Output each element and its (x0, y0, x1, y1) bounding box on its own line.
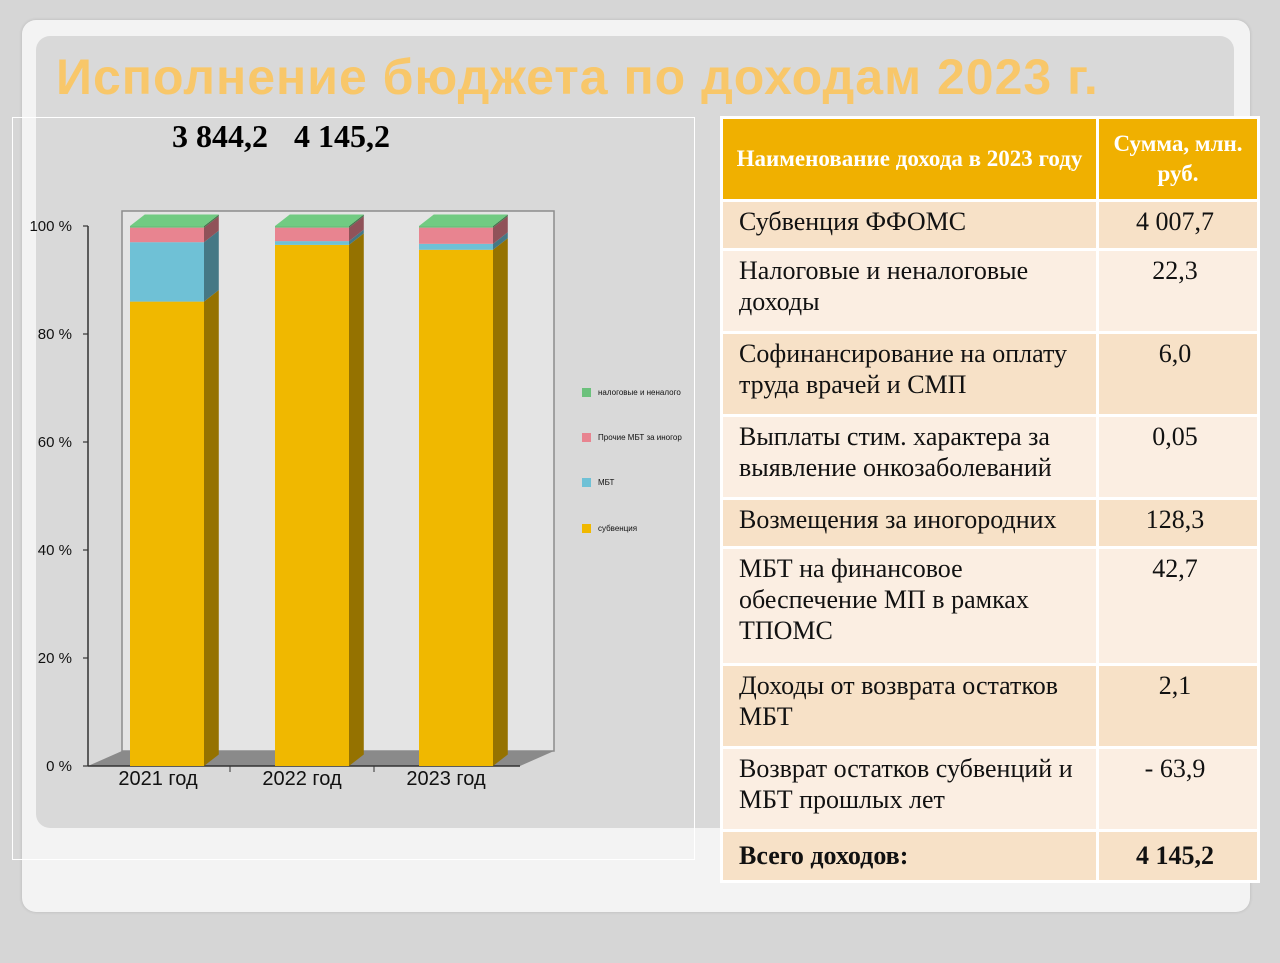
bar-segment-side (204, 214, 219, 228)
bar-segment (419, 249, 493, 766)
chart-frame (12, 117, 695, 860)
bar-segment-side (349, 216, 364, 242)
header-name: Наименование дохода в 2023 году (723, 119, 1096, 199)
slide-title: Исполнение бюджета по доходам 2023 г. (56, 49, 1099, 105)
row-name: Налоговые и неналоговые доходы (723, 251, 1096, 331)
table-row: Возмещения за иногородних 128,3 (723, 500, 1257, 546)
table-row: Возврат остатков субвенций и МБТ прошлых… (723, 749, 1257, 829)
bar-segment-side (349, 233, 364, 766)
bar-segment-side (204, 230, 219, 302)
x-category-label: 2021 год (118, 768, 198, 790)
y-tick-label: 80 % (38, 326, 72, 343)
table-row: Налоговые и неналоговые доходы 22,3 (723, 251, 1257, 331)
table-row: Доходы от возврата остатков МБТ 2,1 (723, 666, 1257, 746)
header-amount: Сумма, млн. руб. (1099, 119, 1257, 199)
row-amount: 22,3 (1099, 251, 1257, 331)
y-tick-label: 20 % (38, 650, 72, 667)
row-name: Доходы от возврата остатков МБТ (723, 666, 1096, 746)
row-amount: 42,7 (1099, 549, 1257, 663)
y-tick-label: 100 % (29, 218, 72, 235)
bar-segment-side (349, 214, 364, 228)
total-2022: 3 844,2 (172, 118, 268, 154)
bar-segment (130, 301, 204, 766)
y-tick-label: 0 % (46, 758, 72, 775)
x-category-label: 2022 год (262, 768, 342, 790)
table-header-row: Наименование дохода в 2023 году Сумма, м… (723, 119, 1257, 199)
total-name: Всего доходов: (723, 832, 1096, 880)
bar-top (275, 214, 364, 226)
bar-segment-side (204, 290, 219, 766)
table-total-row: Всего доходов: 4 145,2 (723, 832, 1257, 880)
chart-totals: 3 844,2 4 145,2 (172, 118, 390, 155)
bar-segment (419, 226, 493, 228)
bar-segment-side (493, 214, 508, 228)
bar-segment (275, 241, 349, 245)
legend-label: Прочие МБТ за иногор (598, 433, 682, 442)
bar-segment-side (204, 216, 219, 243)
bar-segment-side (493, 232, 508, 250)
row-name: Софинансирование на оплату труда врачей … (723, 334, 1096, 414)
row-name: Возврат остатков субвенций и МБТ прошлых… (723, 749, 1096, 829)
bar-segment (275, 244, 349, 766)
table-row: МБТ на финансовое обеспечение МП в рамка… (723, 549, 1257, 663)
table-row: Софинансирование на оплату труда врачей … (723, 334, 1257, 414)
table-row: Субвенция ФФОМС 4 007,7 (723, 202, 1257, 248)
stacked-bar-chart: 0 % 20 % 40 % 60 % 80 % 100 % 2021 год 2022 год… (29, 210, 682, 790)
legend-label: налоговые и неналого (598, 388, 681, 397)
bar-top (130, 214, 219, 226)
bar-segment-side (493, 216, 508, 244)
bar-segment (130, 242, 204, 302)
total-amount: 4 145,2 (1099, 832, 1257, 880)
bar-segment (275, 227, 349, 242)
legend-swatch (582, 388, 591, 397)
bar-segment-side (349, 229, 364, 245)
row-name: Субвенция ФФОМС (723, 202, 1096, 248)
x-category-label: 2023 год (406, 768, 486, 790)
legend-label: МБТ (598, 478, 615, 487)
bar-segment (419, 227, 493, 244)
bar-segment (130, 227, 204, 243)
y-tick-label: 40 % (38, 542, 72, 559)
total-2023: 4 145,2 (294, 118, 390, 154)
legend-label: субвенция (598, 524, 637, 533)
legend-swatch (582, 433, 591, 442)
table-row: Выплаты стим. характера за выявление онк… (723, 417, 1257, 497)
row-amount: 128,3 (1099, 500, 1257, 546)
bar-segment-side (493, 238, 508, 766)
bar-segment (275, 226, 349, 228)
row-amount: 0,05 (1099, 417, 1257, 497)
row-amount: - 63,9 (1099, 749, 1257, 829)
income-table: Наименование дохода в 2023 году Сумма, м… (720, 116, 1260, 883)
row-amount: 4 007,7 (1099, 202, 1257, 248)
row-amount: 2,1 (1099, 666, 1257, 746)
row-name: МБТ на финансовое обеспечение МП в рамка… (723, 549, 1096, 663)
bar-segment (419, 243, 493, 250)
bar-top (419, 214, 508, 226)
row-name: Выплаты стим. характера за выявление онк… (723, 417, 1096, 497)
bar-segment (130, 226, 204, 228)
legend-swatch (582, 478, 591, 487)
row-name: Возмещения за иногородних (723, 500, 1096, 546)
row-amount: 6,0 (1099, 334, 1257, 414)
legend-swatch (582, 524, 591, 533)
y-tick-label: 60 % (38, 434, 72, 451)
